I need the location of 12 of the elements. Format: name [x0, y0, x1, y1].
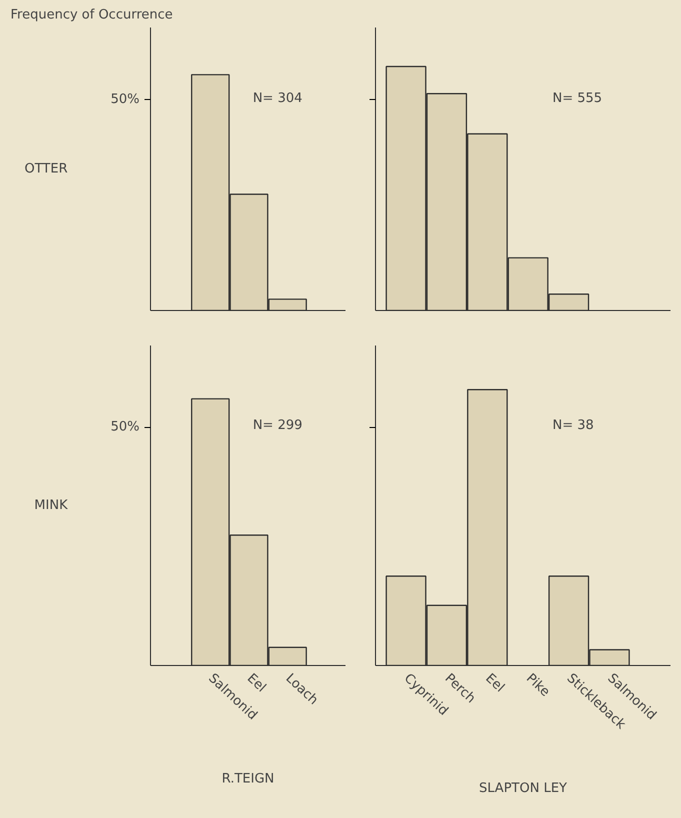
text: 50% [110, 92, 140, 108]
y-axis-title: OTTER [24, 162, 68, 176]
annotation: N= 555 [552, 90, 602, 106]
y-axis-title: MINK [34, 498, 68, 513]
x-axis-title: SLAPTON LEY [479, 781, 568, 796]
annotation: N= 299 [252, 418, 302, 433]
annotation: N= 38 [552, 418, 594, 433]
chart-title: Frequency of Occurrence [10, 8, 173, 22]
x-tick-label: Eel [482, 671, 508, 696]
text: 50% [110, 420, 140, 435]
annotation: N= 304 [252, 90, 302, 106]
x-axis-title: R.TEIGN [222, 772, 274, 787]
